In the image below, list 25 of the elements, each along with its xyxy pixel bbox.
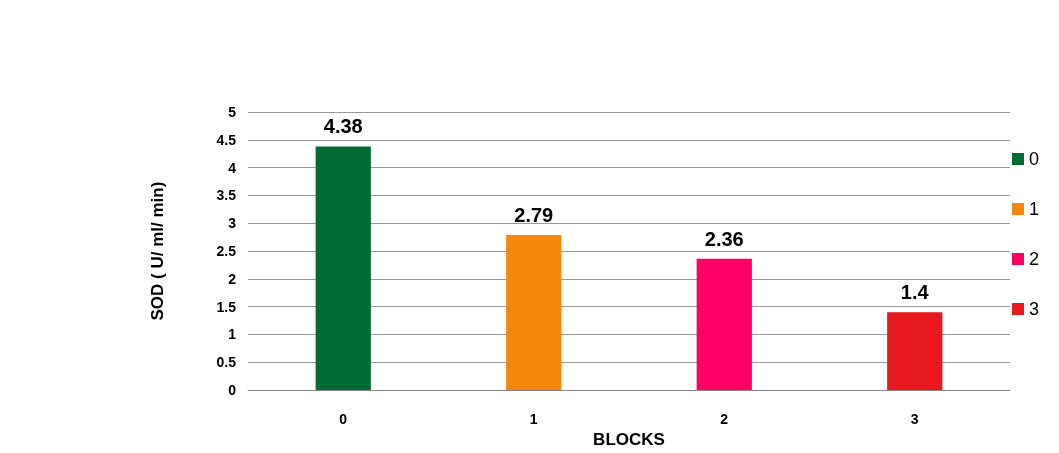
x-axis-title: BLOCKS <box>593 430 665 449</box>
x-tick-label: 2 <box>720 411 729 428</box>
legend-label: 2 <box>1028 249 1039 269</box>
x-tick-label: 1 <box>529 411 538 428</box>
x-tick-label: 0 <box>339 411 348 428</box>
y-axis-title: SOD ( U/ ml/ min) <box>148 181 167 321</box>
y-tick-label: 2.5 <box>216 243 237 260</box>
y-tick-label: 4 <box>228 159 237 176</box>
y-tick-label: 0 <box>228 382 237 399</box>
legend-label: 1 <box>1028 199 1039 219</box>
data-label: 1.4 <box>900 281 930 304</box>
y-tick-label: 1 <box>228 326 237 343</box>
y-tick-label: 2 <box>228 270 237 287</box>
y-tick-label: 4.5 <box>216 131 237 148</box>
data-label: 2.79 <box>514 203 554 226</box>
y-tick-label: 5 <box>228 104 237 120</box>
legend-label: 0 <box>1028 149 1039 169</box>
data-label: 4.38 <box>323 115 363 138</box>
y-tick-label: 3.5 <box>216 187 237 204</box>
data-label: 2.36 <box>704 227 744 250</box>
y-tick-label: 0.5 <box>216 354 237 371</box>
y-tick-label: 3 <box>228 215 237 232</box>
x-tick-label: 3 <box>910 411 919 428</box>
y-tick-label: 1.5 <box>216 298 237 315</box>
legend-label: 3 <box>1028 299 1039 319</box>
